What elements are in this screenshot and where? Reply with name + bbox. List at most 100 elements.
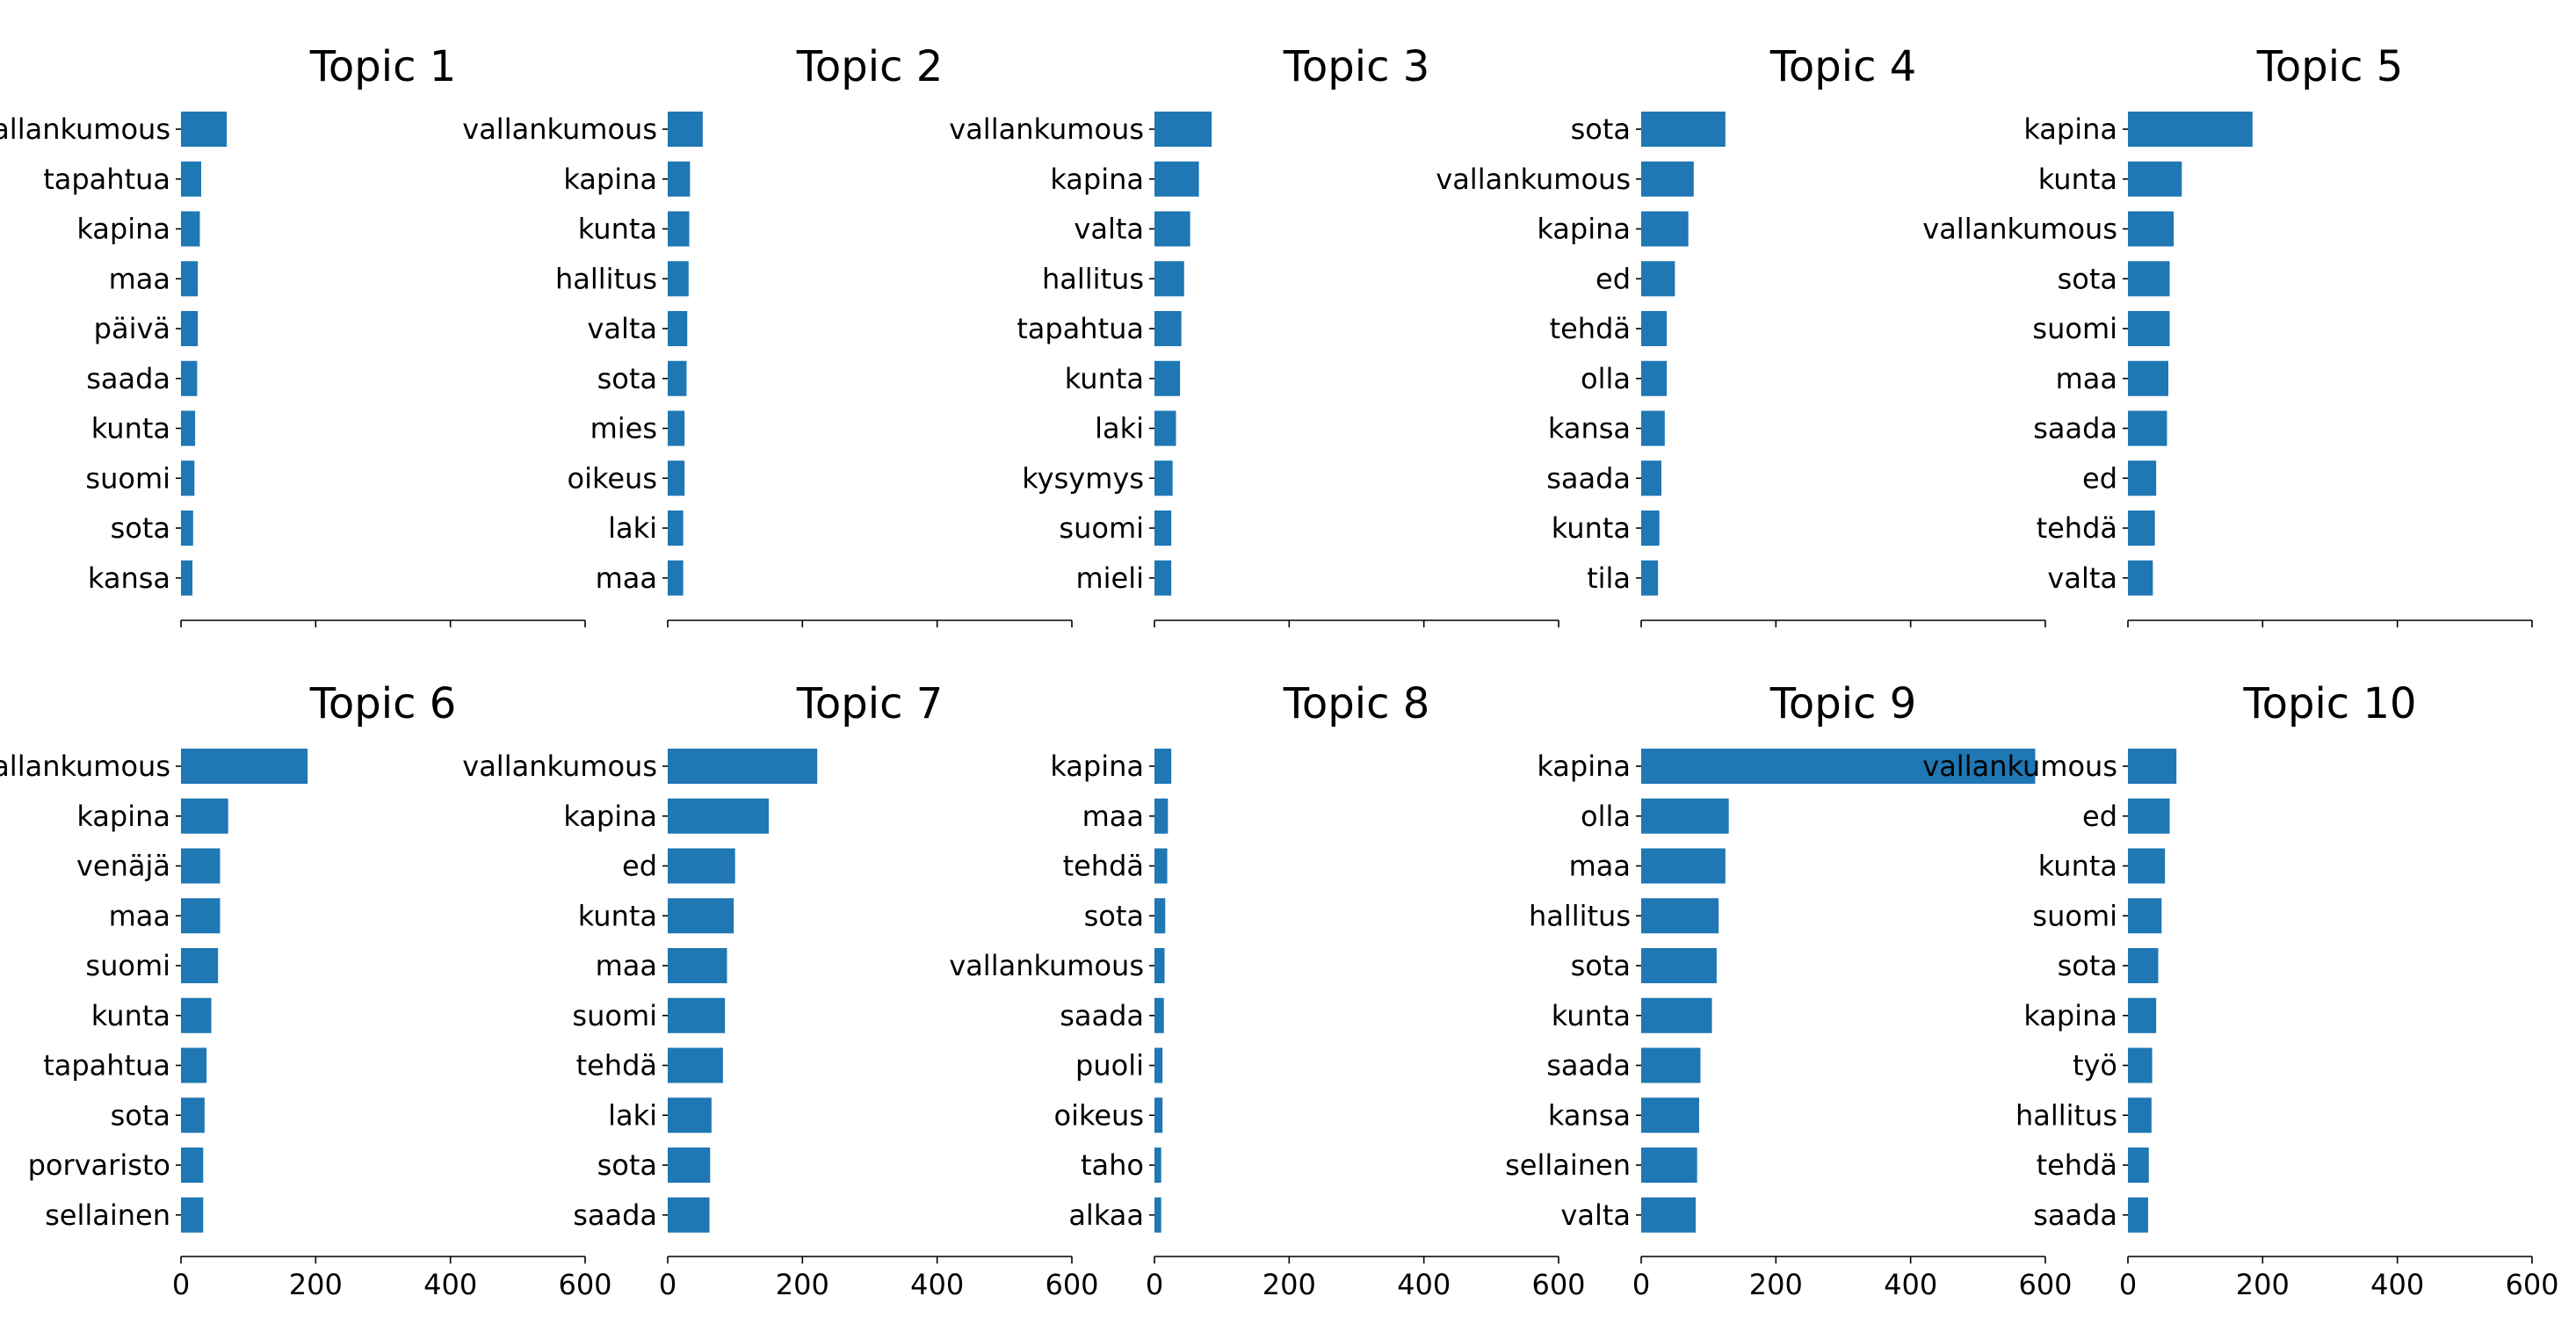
category-label: olla	[1581, 362, 1631, 395]
category-label: tila	[1587, 561, 1631, 595]
category-label: saada	[573, 1199, 657, 1232]
category-label: tapahtua	[1017, 312, 1144, 345]
bar-1	[668, 749, 818, 784]
category-label: olla	[1581, 800, 1631, 833]
bar-7	[2128, 1047, 2153, 1083]
bar-4	[1641, 261, 1675, 297]
bar-3	[2128, 848, 2166, 884]
category-label: mies	[590, 412, 657, 445]
bar-1	[1641, 112, 1726, 147]
x-tick-label: 200	[1749, 1268, 1803, 1301]
bar-10	[181, 560, 193, 596]
bar-4	[1641, 898, 1719, 934]
bar-5	[2128, 948, 2159, 983]
category-label: valta	[2047, 561, 2117, 595]
bar-5	[668, 311, 688, 346]
category-label: saada	[1060, 999, 1144, 1032]
bar-1	[1641, 749, 2036, 784]
x-tick-label: 400	[1397, 1268, 1451, 1301]
category-label: suomi	[2032, 899, 2117, 932]
bar-7	[668, 1047, 723, 1083]
bar-9	[2128, 511, 2155, 546]
category-label: maa	[1569, 850, 1631, 883]
panel-title: Topic 2	[796, 42, 944, 91]
category-label: laki	[608, 1098, 657, 1132]
x-tick-label: 600	[2018, 1268, 2072, 1301]
category-label: puoli	[1075, 1049, 1144, 1083]
category-label: kunta	[91, 999, 170, 1032]
panel-title: Topic 3	[1283, 42, 1430, 91]
bar-7	[1154, 410, 1176, 446]
bar-6	[181, 360, 198, 396]
x-tick-label: 200	[776, 1268, 829, 1301]
bar-6	[668, 997, 726, 1033]
x-tick-label: 200	[2236, 1268, 2290, 1301]
bar-8	[668, 1097, 712, 1133]
category-label: maa	[1082, 800, 1144, 833]
category-label: vallankumous	[1922, 750, 2117, 783]
topic-panel-6: Topic 6 vallankumous kapina venäjä maa suomi k…	[0, 679, 612, 1301]
bar-8	[181, 460, 195, 496]
bar-8	[181, 1097, 205, 1133]
topic-panel-7: Topic 7 vallankumous kapina ed kunta maa suomi…	[462, 679, 1098, 1301]
topic-panel-2: Topic 2 vallankumous kapina kunta hallitus va…	[462, 42, 1073, 627]
bar-8	[2128, 460, 2157, 496]
category-label: venäjä	[76, 850, 170, 883]
category-label: porvaristo	[28, 1148, 170, 1182]
bar-6	[1641, 360, 1668, 396]
bar-4	[181, 261, 199, 297]
bar-1	[668, 112, 703, 147]
bar-3	[2128, 211, 2174, 247]
category-label: päivä	[94, 312, 170, 345]
bar-5	[2128, 311, 2170, 346]
category-label: tehdä	[1063, 850, 1144, 883]
topic-panel-5: Topic 5 kapina kunta vallankumous sota suomi m…	[1922, 42, 2533, 627]
category-label: valta	[1560, 1199, 1631, 1232]
bar-9	[1154, 511, 1172, 546]
bar-9	[1641, 511, 1660, 546]
x-tick-label: 0	[1632, 1268, 1650, 1301]
bar-2	[668, 161, 691, 197]
category-label: ed	[1596, 262, 1631, 295]
bar-2	[1641, 798, 1729, 834]
bar-6	[668, 360, 687, 396]
category-label: saada	[1546, 1049, 1631, 1083]
category-label: kunta	[1552, 999, 1631, 1032]
category-label: tapahtua	[43, 163, 170, 196]
category-label: kunta	[1552, 511, 1631, 545]
x-tick-label: 400	[423, 1268, 477, 1301]
x-tick-label: 600	[558, 1268, 611, 1301]
bar-7	[1154, 1047, 1163, 1083]
category-label: oikeus	[1054, 1098, 1145, 1132]
topic-panel-1: Topic 1 vallankumous tapahtua kapina maa päiv…	[0, 42, 586, 627]
bar-6	[2128, 360, 2168, 396]
category-label: mieli	[1075, 561, 1144, 595]
category-label: kapina	[1050, 750, 1144, 783]
bar-10	[668, 560, 684, 596]
x-tick-label: 200	[289, 1268, 343, 1301]
bar-5	[181, 948, 219, 983]
bar-2	[1154, 798, 1169, 834]
bar-4	[668, 898, 734, 934]
bar-10	[1154, 1197, 1161, 1233]
category-label: kunta	[578, 213, 657, 246]
category-label: kapina	[563, 163, 657, 196]
category-label: kansa	[1548, 1098, 1631, 1132]
category-label: vallankumous	[1436, 163, 1631, 196]
x-tick-label: 600	[2505, 1268, 2558, 1301]
category-label: sota	[597, 362, 657, 395]
bar-10	[2128, 560, 2153, 596]
x-tick-label: 200	[1263, 1268, 1316, 1301]
topic-panel-8: Topic 8 kapina maa tehdä sota vallankumous saa…	[949, 679, 1585, 1301]
bar-8	[1641, 460, 1661, 496]
category-label: hallitus	[1529, 899, 1631, 932]
bar-7	[668, 410, 685, 446]
category-label: hallitus	[2015, 1098, 2117, 1132]
category-label: tehdä	[2037, 1148, 2117, 1182]
category-label: maa	[109, 899, 170, 932]
x-tick-label: 400	[2370, 1268, 2424, 1301]
category-label: sellainen	[1505, 1148, 1631, 1182]
bar-8	[668, 460, 685, 496]
bar-4	[181, 898, 221, 934]
category-label: suomi	[1059, 511, 1144, 545]
